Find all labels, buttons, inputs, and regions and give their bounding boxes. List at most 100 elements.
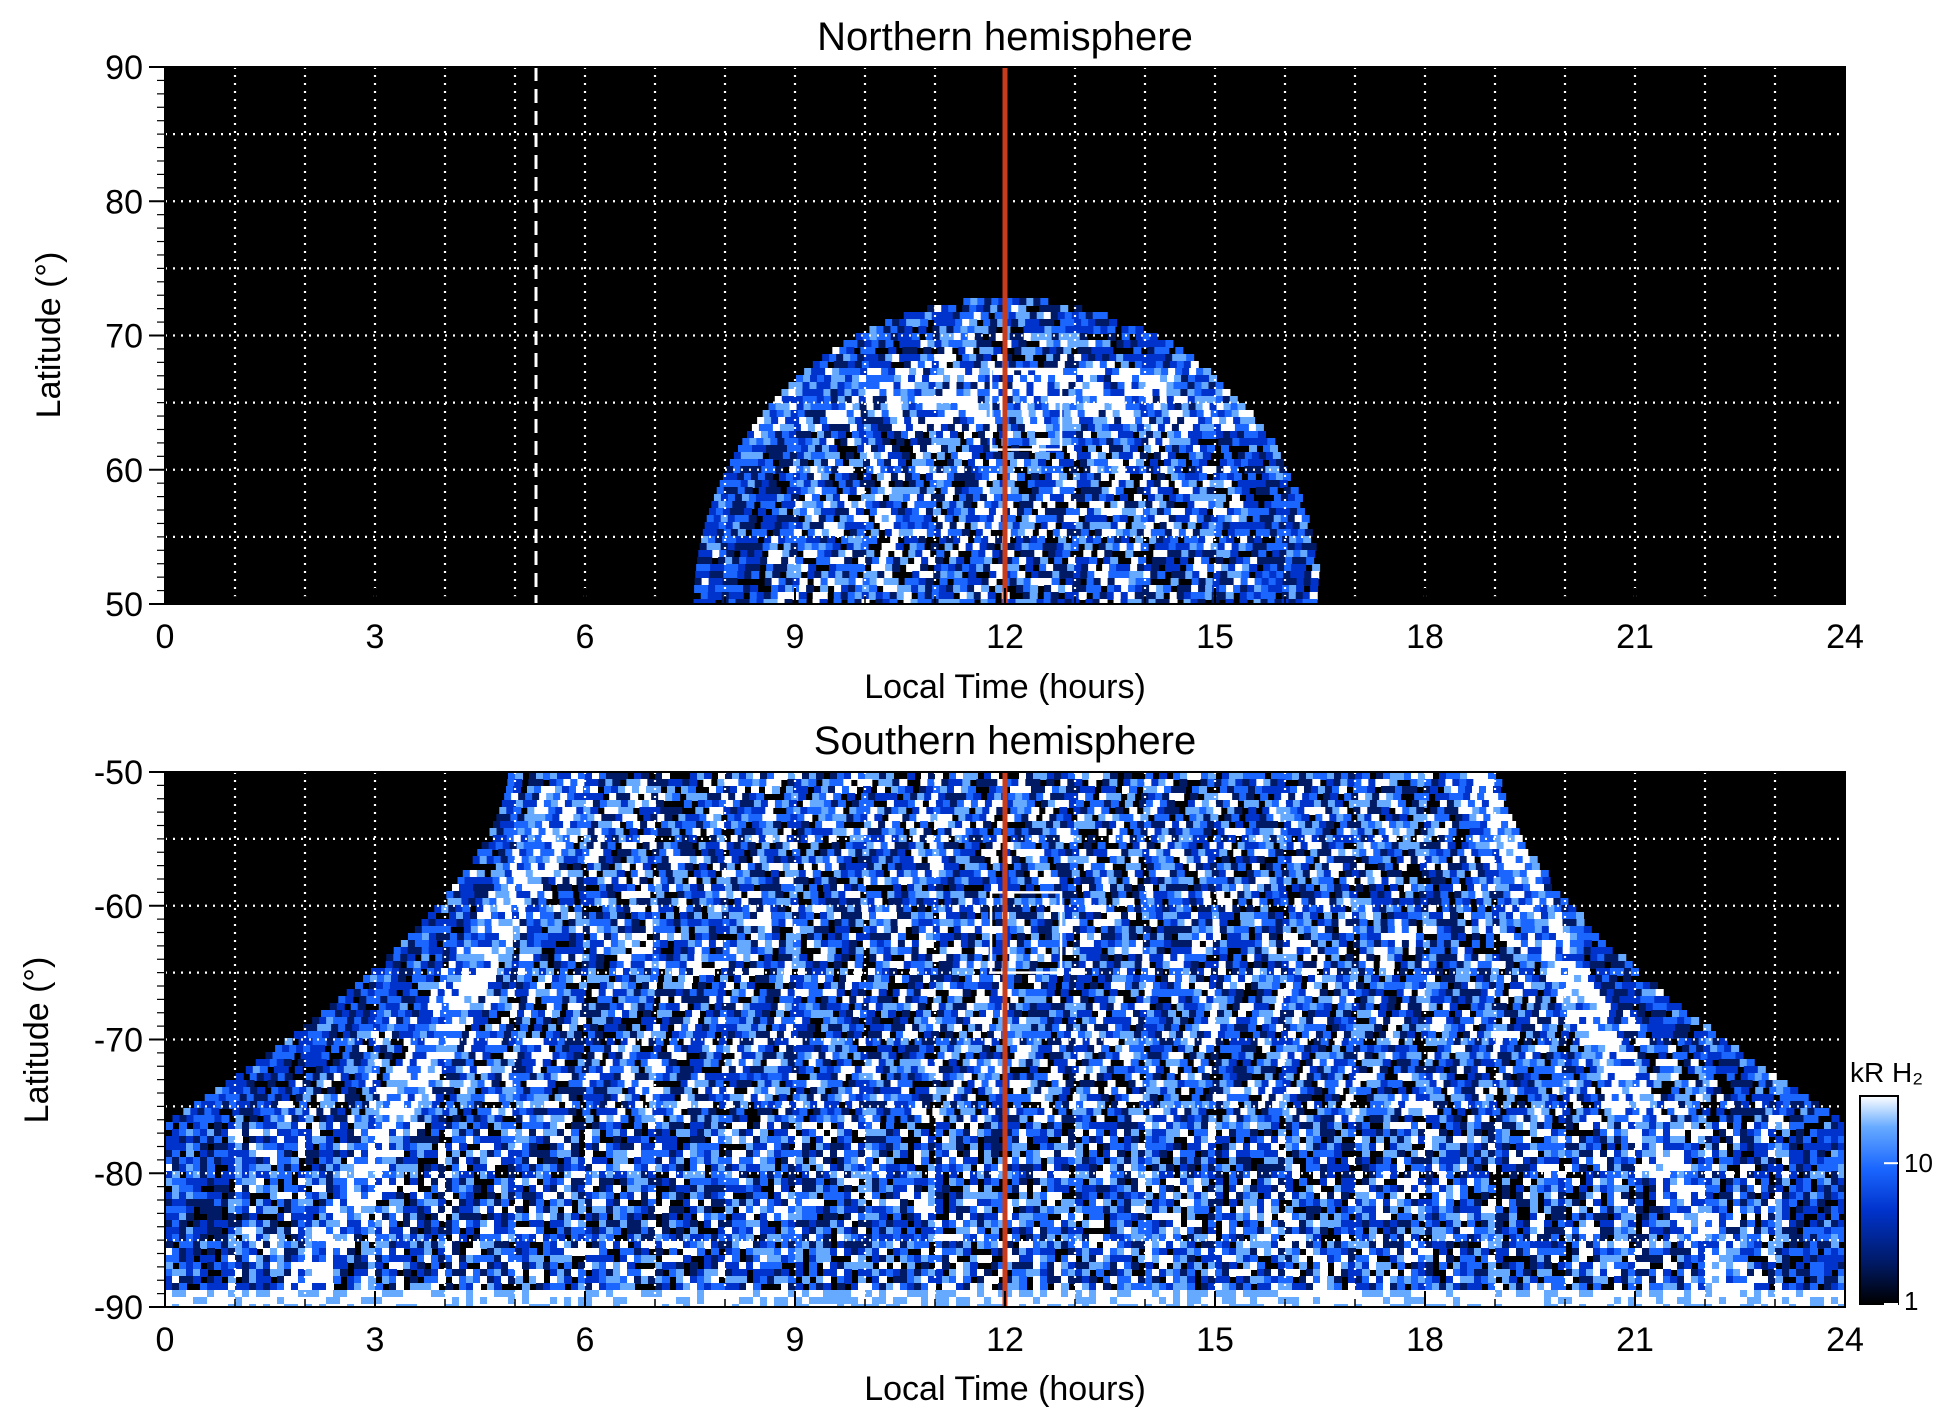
south-emission-cell (914, 800, 923, 808)
south-emission-cell (608, 828, 617, 836)
north-emission-cell (1160, 466, 1169, 474)
north-emission-cell (1096, 382, 1105, 390)
south-emission-cell (1342, 863, 1351, 871)
south-emission-cell (1321, 891, 1330, 899)
north-emission-cell (906, 564, 915, 572)
south-emission-cell (1462, 814, 1471, 822)
south-emission-cell (884, 877, 893, 885)
south-emission-cell (1460, 772, 1468, 780)
north-emission-cell (838, 375, 847, 383)
north-emission-cell (1189, 410, 1198, 418)
north-emission-cell (981, 417, 990, 425)
north-emission-cell (1143, 529, 1152, 537)
north-emission-cell (1046, 319, 1055, 327)
south-emission-cell (691, 891, 700, 899)
south-emission-cell (495, 863, 504, 871)
north-emission-cell (717, 564, 726, 572)
south-emission-cell (604, 877, 613, 885)
south-emission-cell (1298, 779, 1307, 787)
south-emission-cell (817, 863, 826, 871)
south-emission-cell (1065, 786, 1074, 794)
north-emission-cell (830, 431, 839, 439)
north-emission-cell (1012, 431, 1021, 439)
south-emission-cell (926, 877, 935, 885)
north-emission-cell (742, 599, 751, 604)
north-emission-cell (1222, 522, 1231, 530)
north-emission-cell (1196, 368, 1205, 376)
south-emission-cell (1470, 793, 1479, 801)
north-emission-cell (1034, 452, 1043, 460)
south-emission-cell (1396, 821, 1405, 829)
south-emission-cell (1367, 807, 1376, 815)
south-emission-cell (800, 877, 809, 885)
south-emission-cell (1296, 786, 1305, 794)
north-emission-cell (926, 571, 935, 579)
south-emission-cell (1132, 863, 1141, 871)
south-emission-cell (1207, 821, 1216, 829)
south-emission-cell (1097, 891, 1106, 899)
south-emission-cell (1275, 786, 1284, 794)
north-emission-cell (1027, 550, 1036, 558)
south-emission-cell (677, 842, 686, 850)
north-emission-cell (1174, 375, 1183, 383)
north-emission-cell (974, 578, 983, 586)
north-emission-cell (1035, 515, 1044, 523)
north-emission-cell (1157, 571, 1166, 579)
south-emission-cell (1186, 856, 1195, 864)
north-emission-cell (1247, 508, 1256, 516)
north-emission-cell (853, 410, 862, 418)
north-emission-cell (941, 564, 950, 572)
north-emission-cell (1185, 487, 1194, 495)
south-emission-cell (595, 793, 604, 801)
south-emission-cell (1032, 856, 1041, 864)
south-emission-cell (1229, 772, 1237, 780)
north-emission-cell (1073, 424, 1082, 432)
south-emission-cell (585, 800, 594, 808)
north-emission-cell (767, 557, 776, 565)
north-emission-cell (861, 438, 870, 446)
south-emission-cell (1410, 856, 1419, 864)
north-emission-cell (778, 585, 787, 593)
north-emission-cell (904, 333, 913, 341)
south-emission-cell (1018, 779, 1027, 787)
south-emission-cell (1357, 814, 1366, 822)
south-emission-cell (1356, 842, 1365, 850)
south-emission-cell (592, 800, 601, 808)
south-emission-cell (1159, 772, 1167, 780)
north-emission-cell (819, 599, 828, 604)
north-emission-cell (891, 529, 900, 537)
north-emission-cell (957, 466, 966, 474)
south-emission-cell (1439, 772, 1447, 780)
south-emission-cell (583, 807, 592, 815)
south-emission-cell (1405, 842, 1414, 850)
north-emission-cell (1029, 361, 1038, 369)
north-emission-cell (926, 487, 935, 495)
south-emission-cell (1149, 849, 1158, 857)
south-emission-cell (986, 814, 995, 822)
north-emission-cell (984, 522, 993, 530)
south-emission-cell (1512, 870, 1521, 878)
north-emission-cell (1162, 599, 1171, 604)
north-emission-cell (1234, 487, 1243, 495)
north-emission-cell (1132, 452, 1141, 460)
north-emission-cell (1014, 494, 1023, 502)
south-emission-cell (892, 821, 901, 829)
north-emission-cell (839, 410, 848, 418)
north-emission-cell (763, 592, 772, 600)
north-emission-cell (1280, 494, 1289, 502)
south-emission-cell (964, 863, 973, 871)
north-emission-cell (819, 361, 828, 369)
north-emission-cell (873, 375, 882, 383)
north-emission-cell (1037, 508, 1046, 516)
north-emission-cell (1185, 424, 1194, 432)
south-emission-cell (1438, 779, 1447, 787)
north-emission-cell (1212, 578, 1221, 586)
north-emission-cell (725, 501, 734, 509)
north-emission-cell (860, 515, 869, 523)
north-emission-cell (848, 585, 857, 593)
north-emission-cell (1118, 466, 1127, 474)
north-emission-cell (880, 452, 889, 460)
south-emission-cell (1386, 870, 1395, 878)
north-emission-cell (1136, 529, 1145, 537)
north-emission-cell (1160, 403, 1169, 411)
